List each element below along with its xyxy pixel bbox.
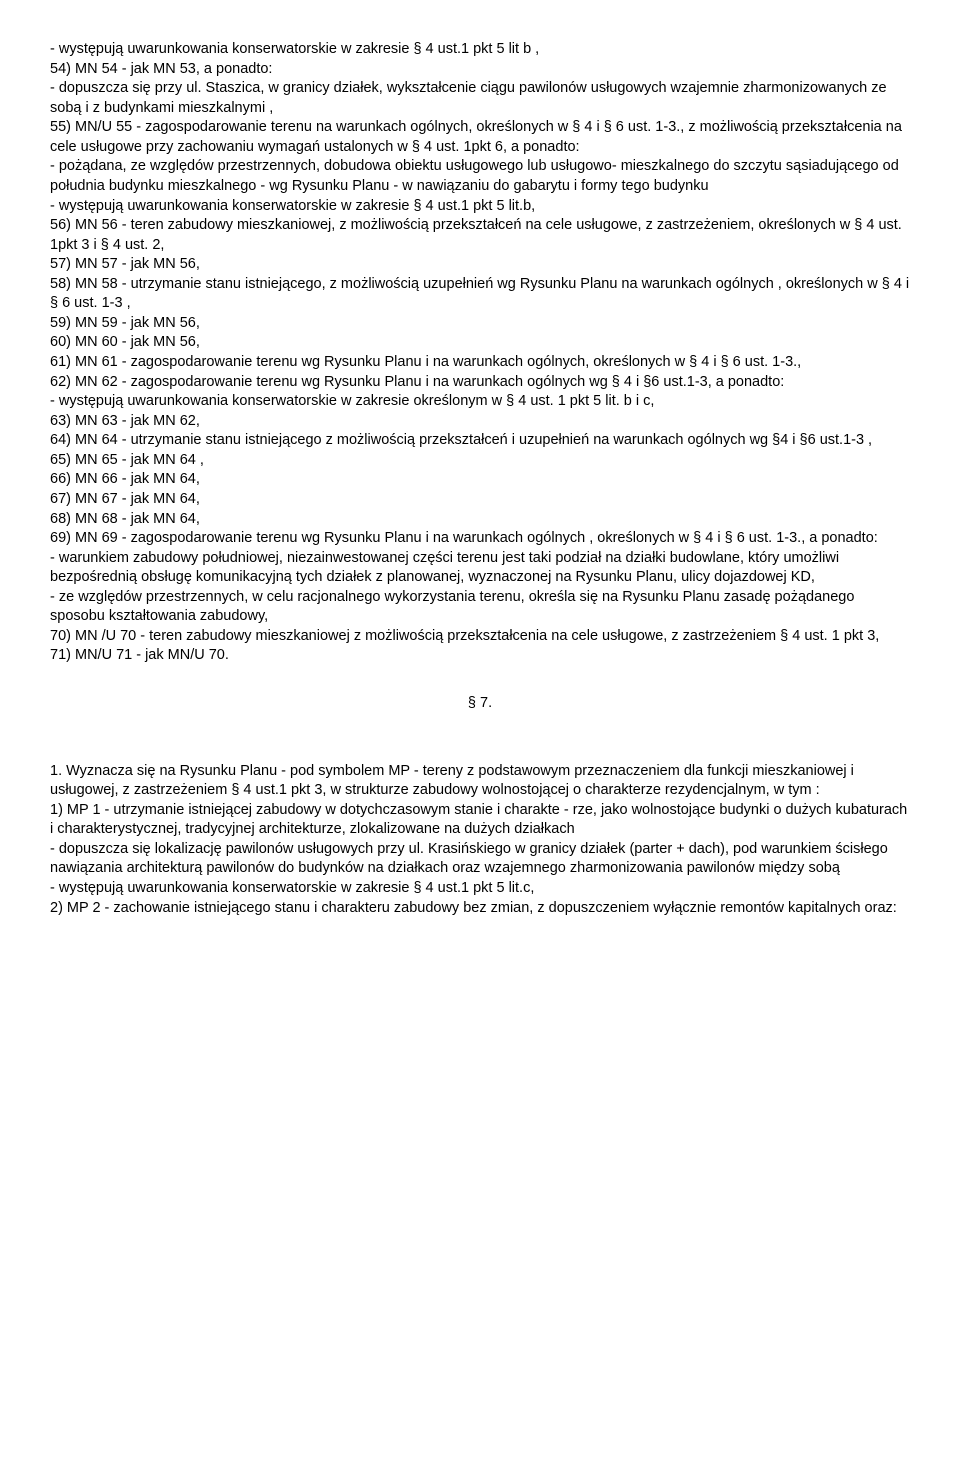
body-text: 1. Wyznacza się na Rysunku Planu - pod s…	[50, 762, 910, 801]
body-text: 59) MN 59 - jak MN 56,	[50, 314, 910, 334]
body-text: 57) MN 57 - jak MN 56,	[50, 255, 910, 275]
body-text: 1) MP 1 - utrzymanie istniejącej zabudow…	[50, 801, 910, 840]
body-text: 68) MN 68 - jak MN 64,	[50, 510, 910, 530]
body-text: 61) MN 61 - zagospodarowanie terenu wg R…	[50, 353, 910, 373]
body-text: 67) MN 67 - jak MN 64,	[50, 490, 910, 510]
body-text: 58) MN 58 - utrzymanie stanu istniejąceg…	[50, 275, 910, 314]
body-text: 65) MN 65 - jak MN 64 ,	[50, 451, 910, 471]
body-text: 62) MN 62 - zagospodarowanie terenu wg R…	[50, 373, 910, 393]
body-text: 56) MN 56 - teren zabudowy mieszkaniowej…	[50, 216, 910, 255]
body-text: 54) MN 54 - jak MN 53, a ponadto:	[50, 60, 910, 80]
body-text: 55) MN/U 55 - zagospodarowanie terenu na…	[50, 118, 910, 157]
body-text: - pożądana, ze względów przestrzennych, …	[50, 157, 910, 196]
body-text: - warunkiem zabudowy południowej, niezai…	[50, 549, 910, 588]
body-text: 71) MN/U 71 - jak MN/U 70.	[50, 646, 910, 666]
body-text: 63) MN 63 - jak MN 62,	[50, 412, 910, 432]
body-text: 60) MN 60 - jak MN 56,	[50, 333, 910, 353]
body-text: 69) MN 69 - zagospodarowanie terenu wg R…	[50, 529, 910, 549]
body-text: - występują uwarunkowania konserwatorski…	[50, 879, 910, 899]
body-text: 64) MN 64 - utrzymanie stanu istniejąceg…	[50, 431, 910, 451]
body-text: - dopuszcza się lokalizację pawilonów us…	[50, 840, 910, 879]
body-text: - ze względów przestrzennych, w celu rac…	[50, 588, 910, 627]
body-text: - występują uwarunkowania konserwatorski…	[50, 197, 910, 217]
section-heading: § 7.	[50, 694, 910, 714]
body-text: 66) MN 66 - jak MN 64,	[50, 470, 910, 490]
body-text: 70) MN /U 70 - teren zabudowy mieszkanio…	[50, 627, 910, 647]
body-text: - występują uwarunkowania konserwatorski…	[50, 40, 910, 60]
body-text: - dopuszcza się przy ul. Staszica, w gra…	[50, 79, 910, 118]
body-text: - występują uwarunkowania konserwatorski…	[50, 392, 910, 412]
body-text: 2) MP 2 - zachowanie istniejącego stanu …	[50, 899, 910, 919]
